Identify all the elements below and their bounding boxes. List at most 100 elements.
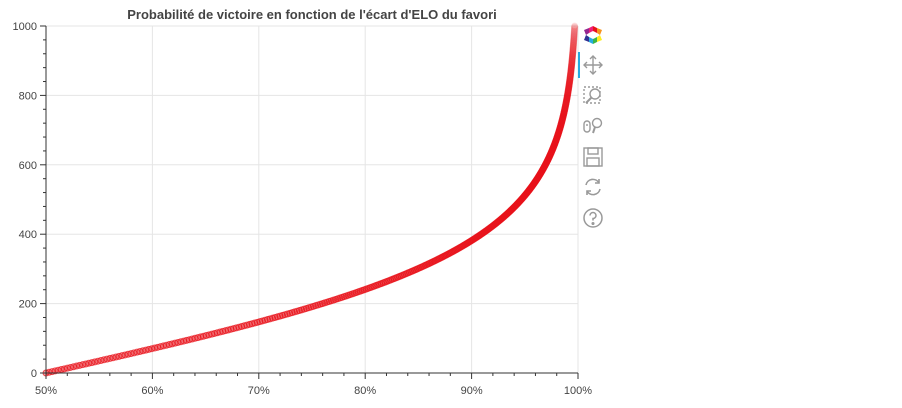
data-point (563, 93, 571, 101)
data-point (562, 98, 570, 106)
data-point (564, 90, 572, 98)
data-point (567, 69, 575, 76)
x-tick-label: 100% (564, 385, 592, 397)
data-point (569, 42, 577, 50)
help-tool-icon[interactable] (582, 207, 604, 229)
data-point (563, 92, 571, 100)
data-point (564, 86, 572, 94)
data-point (564, 91, 572, 99)
data-point (571, 23, 579, 31)
data-point (566, 71, 574, 79)
y-tick-label: 200 (19, 299, 37, 311)
data-point (568, 57, 576, 65)
data-point (558, 118, 566, 126)
data-point (566, 75, 574, 83)
data-point (570, 29, 578, 37)
data-point (566, 78, 574, 86)
data-point (555, 126, 563, 134)
data-point (559, 113, 567, 121)
data-point (556, 123, 564, 131)
data-point (561, 106, 569, 114)
data-point (570, 38, 578, 46)
data-point (567, 66, 575, 74)
data-point (568, 59, 576, 67)
data-point (566, 75, 574, 83)
data-point (566, 74, 574, 82)
data-point (558, 118, 566, 126)
save-tool-icon[interactable] (582, 146, 604, 168)
data-point (569, 44, 577, 52)
data-point (565, 81, 573, 89)
data-point (566, 78, 574, 86)
y-tick-label: 0 (31, 368, 37, 380)
x-tick-label: 70% (248, 385, 270, 397)
data-point (561, 104, 569, 112)
data-point (557, 119, 565, 127)
data-point (568, 55, 576, 63)
data-point (568, 61, 576, 69)
chart-title: Probabilité de victoire en fonction de l… (127, 7, 497, 22)
pan-tool-icon[interactable] (582, 54, 604, 76)
data-point (561, 103, 569, 110)
data-point (570, 36, 578, 44)
x-axis-ticks: 50% 60% 70% 80% 90% 100% (35, 373, 592, 397)
data-point (563, 91, 571, 99)
data-point (565, 79, 573, 87)
data-point (569, 41, 577, 49)
data-point (569, 47, 577, 55)
data-point (556, 125, 564, 133)
data-point (569, 43, 577, 51)
data-point (560, 107, 568, 115)
data-point (570, 33, 578, 41)
data-point (561, 105, 569, 113)
x-tick-label: 80% (354, 385, 376, 397)
data-point (568, 60, 576, 68)
data-point (565, 80, 573, 88)
data-point (562, 100, 570, 108)
data-point (562, 101, 570, 109)
data-point (571, 24, 579, 32)
data-point (567, 67, 575, 75)
data-point (568, 57, 576, 65)
data-point (556, 124, 564, 132)
data-point (564, 88, 572, 96)
data-point (571, 23, 579, 31)
data-point (570, 32, 578, 40)
y-tick-label: 400 (19, 229, 37, 241)
data-point (563, 94, 571, 102)
data-point (569, 52, 577, 60)
data-point (563, 93, 571, 101)
data-point (569, 44, 577, 52)
data-point (564, 87, 572, 95)
data-point (568, 53, 576, 61)
active-tool-indicator (578, 52, 580, 78)
box-zoom-tool-icon[interactable] (582, 85, 604, 107)
data-point (567, 68, 575, 76)
data-point (569, 41, 577, 49)
data-point (565, 83, 573, 91)
data-point (567, 64, 575, 72)
reset-tool-icon[interactable] (582, 176, 604, 198)
data-point (568, 59, 576, 67)
data-point (558, 116, 566, 124)
x-tick-label: 90% (461, 385, 483, 397)
data-point (570, 39, 578, 47)
wheel-zoom-tool-icon[interactable] (582, 115, 604, 137)
data-point (570, 32, 578, 40)
y-tick-label: 800 (19, 90, 37, 102)
data-point (566, 76, 574, 84)
data-point (555, 127, 563, 135)
data-point (570, 28, 578, 36)
data-point (569, 40, 577, 48)
data-point (559, 114, 567, 122)
data-point (570, 34, 578, 42)
data-point (562, 99, 570, 107)
data-point (567, 62, 575, 70)
data-point (568, 53, 576, 61)
data-point (561, 105, 569, 113)
data-point (569, 48, 577, 56)
data-point (559, 112, 567, 120)
data-point (562, 97, 570, 105)
data-point (570, 27, 578, 35)
